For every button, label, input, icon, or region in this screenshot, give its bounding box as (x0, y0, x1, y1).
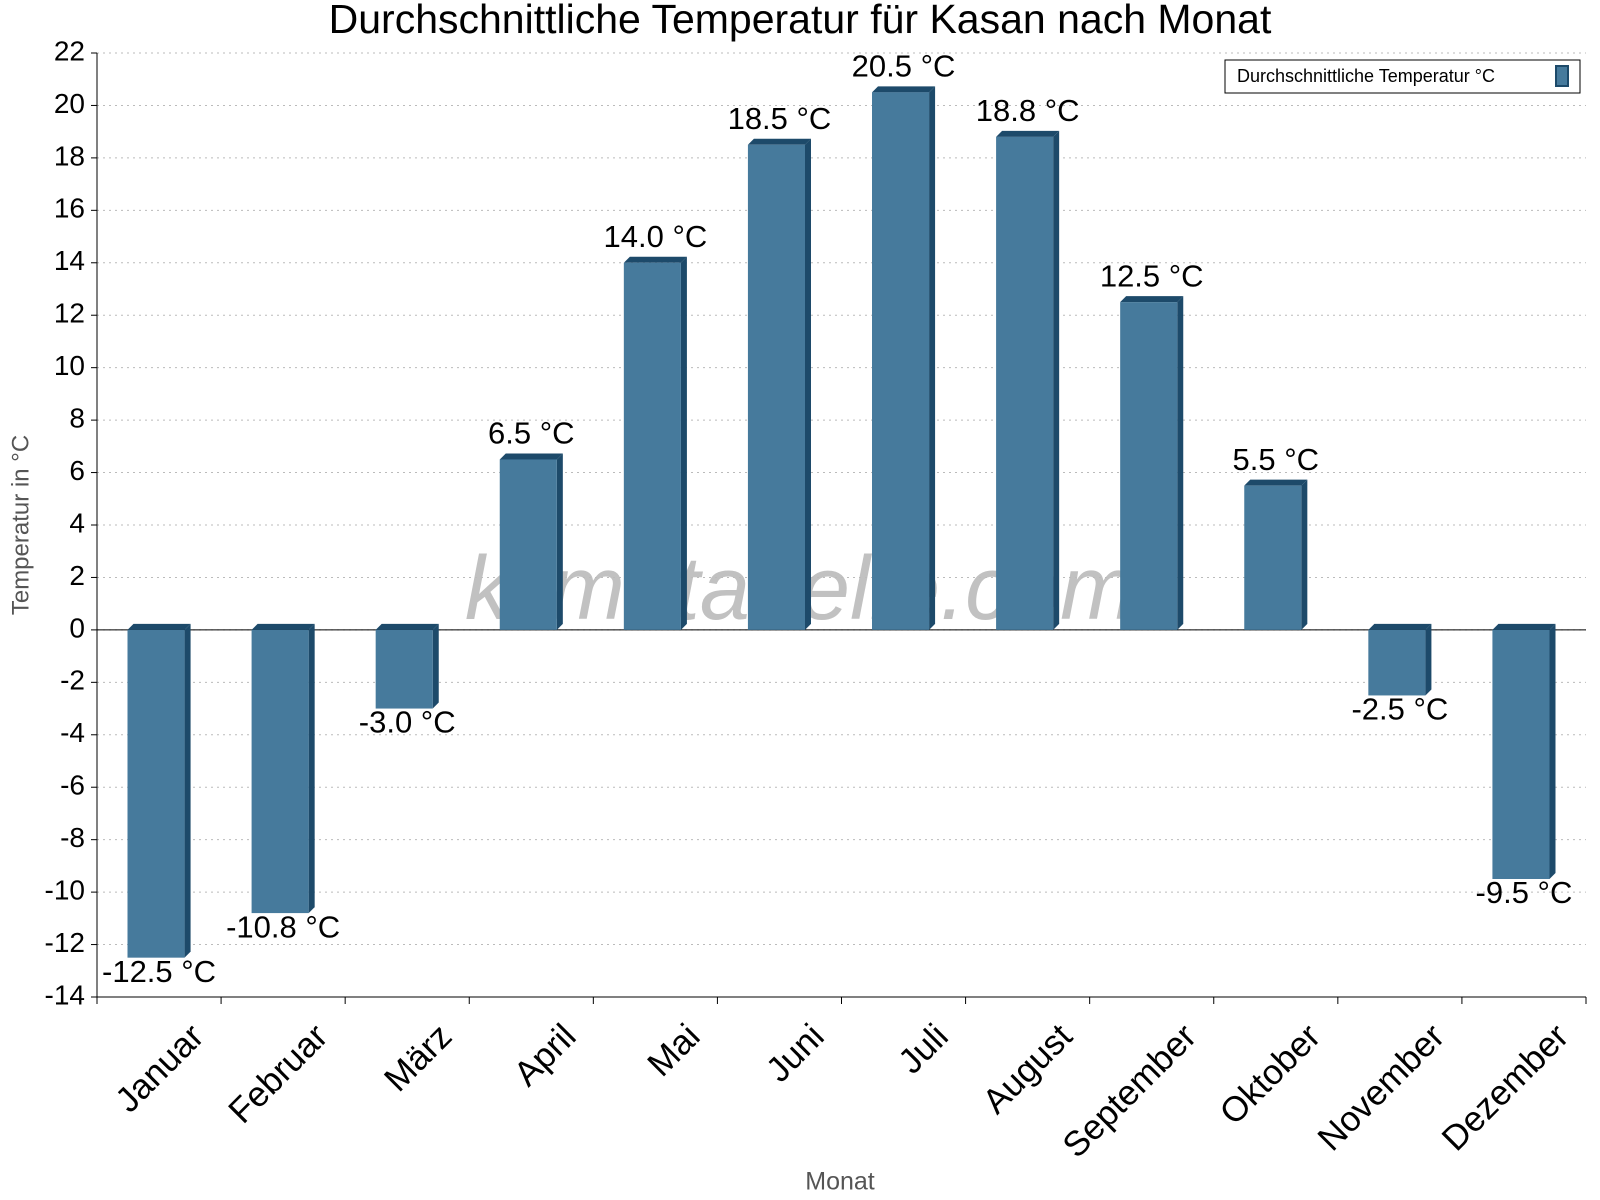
x-tick-label: Oktober (1212, 1016, 1328, 1132)
y-tick-label: 22 (54, 35, 85, 66)
bar (499, 459, 557, 630)
bar-top (872, 86, 936, 93)
bar-top (375, 623, 439, 630)
value-label: -9.5 °C (1476, 875, 1573, 910)
y-tick-label: 2 (69, 560, 85, 591)
bar (1492, 629, 1550, 879)
bar-side (1053, 130, 1060, 630)
y-axis-title: Temperatur in °C (7, 435, 34, 615)
bar-side (804, 138, 811, 630)
x-tick-label: August (975, 1016, 1080, 1121)
legend-label: Durchschnittliche Temperatur °C (1237, 66, 1495, 86)
bar-side (929, 86, 936, 630)
bar-side (1301, 479, 1308, 630)
bar (127, 629, 185, 958)
bar (1120, 302, 1178, 630)
bar-top (623, 256, 687, 263)
bar-side (1177, 296, 1184, 630)
y-tick-label: 0 (69, 612, 85, 643)
value-label: 20.5 °C (852, 49, 956, 84)
bar-side (556, 453, 563, 630)
value-label: 12.5 °C (1100, 258, 1204, 293)
bar (996, 136, 1054, 630)
bar-top (747, 138, 811, 145)
bar-side (1549, 623, 1556, 879)
y-tick-label: -4 (60, 717, 85, 748)
y-tick-label: 18 (54, 140, 85, 171)
bar (1368, 629, 1426, 696)
x-tick-label: Januar (108, 1016, 211, 1119)
bar-side (184, 623, 191, 958)
chart-title: Durchschnittliche Temperatur für Kasan n… (329, 0, 1272, 42)
x-tick-label: Juli (891, 1017, 956, 1082)
x-tick-label: Juni (759, 1017, 832, 1090)
bar-top (127, 623, 191, 630)
bar-top (251, 623, 315, 630)
bar-top (996, 130, 1060, 137)
value-label: -12.5 °C (102, 954, 216, 989)
legend-swatch (1555, 65, 1569, 87)
bar (747, 144, 805, 630)
y-tick-label: 20 (54, 88, 85, 119)
y-tick-label: 14 (54, 245, 85, 276)
y-tick-label: -10 (45, 875, 85, 906)
x-tick-label: März (377, 1017, 460, 1100)
y-tick-label: -12 (45, 927, 85, 958)
y-tick-label: -8 (60, 822, 85, 853)
bar-top (1368, 623, 1432, 630)
y-tick-label: -2 (60, 665, 85, 696)
bar (251, 629, 309, 914)
value-label: 18.8 °C (976, 93, 1080, 128)
legend-box (1224, 59, 1581, 94)
y-tick-label: 10 (54, 350, 85, 381)
bar-side (432, 623, 439, 709)
value-label: 6.5 °C (488, 416, 575, 451)
bar (1244, 485, 1302, 630)
x-axis-title: Monat (805, 1168, 875, 1196)
bar (623, 262, 681, 630)
bar-side (1425, 623, 1432, 696)
value-label: 18.5 °C (728, 101, 832, 136)
y-tick-label: 8 (69, 403, 85, 434)
legend: Durchschnittliche Temperatur °C (1224, 59, 1581, 94)
bar-top (1244, 479, 1308, 486)
bar-top (499, 453, 563, 460)
value-label: -2.5 °C (1351, 692, 1448, 727)
value-label: 5.5 °C (1233, 442, 1320, 477)
bar (375, 629, 433, 709)
value-label: 14.0 °C (604, 219, 708, 254)
x-tick-label: November (1310, 1016, 1452, 1158)
bar (872, 92, 930, 630)
x-tick-label: Mai (640, 1017, 707, 1084)
bar-top (1120, 296, 1184, 303)
x-tick-label: September (1055, 1016, 1204, 1165)
value-label: -10.8 °C (226, 909, 340, 944)
x-tick-label: Februar (221, 1016, 335, 1130)
y-tick-label: 12 (54, 298, 85, 329)
value-label: -3.0 °C (359, 705, 456, 740)
y-tick-label: -14 (45, 979, 85, 1010)
x-tick-label: Dezember (1434, 1016, 1576, 1158)
y-tick-label: 4 (69, 507, 85, 538)
y-tick-label: 6 (69, 455, 85, 486)
bar-side (680, 256, 687, 630)
bar-top (1492, 623, 1556, 630)
y-tick-label: -6 (60, 770, 85, 801)
x-tick-label: April (506, 1017, 583, 1094)
bar-side (308, 623, 315, 914)
y-tick-label: 16 (54, 193, 85, 224)
